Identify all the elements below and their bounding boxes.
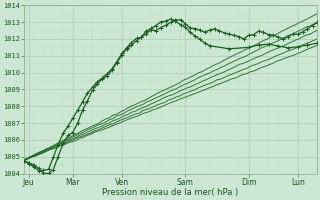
X-axis label: Pression niveau de la mer( hPa ): Pression niveau de la mer( hPa ): [102, 188, 239, 197]
